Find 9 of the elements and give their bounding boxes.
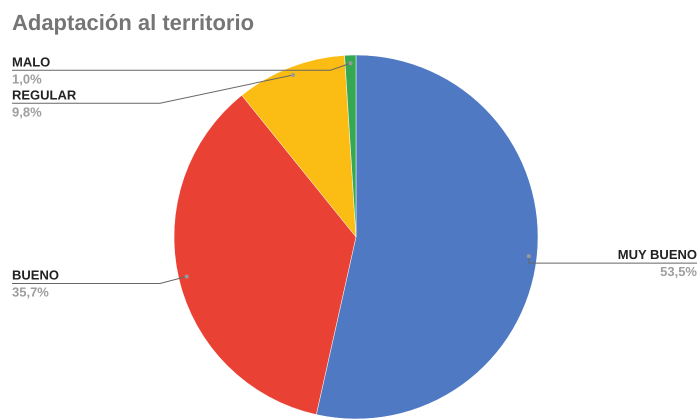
data-label: 9,8% xyxy=(12,104,42,120)
chart-title: Adaptación al territorio xyxy=(12,10,254,35)
slice-label: MUY BUENO xyxy=(618,247,697,262)
data-label: 1,0% xyxy=(12,71,42,86)
data-label: 53,5% xyxy=(660,264,698,280)
data-label: 35,7% xyxy=(12,284,50,300)
slice-label: REGULAR xyxy=(12,87,77,102)
slice-label: BUENO xyxy=(12,268,59,283)
slice-label: MALO xyxy=(12,54,50,70)
